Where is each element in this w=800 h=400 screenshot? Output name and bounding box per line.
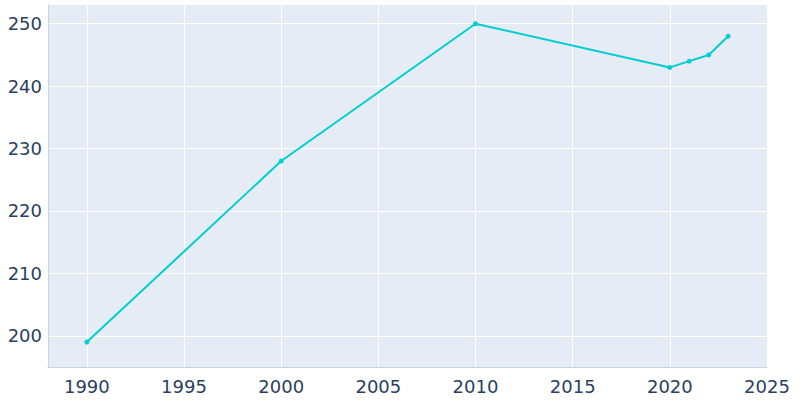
svg-text:200: 200 [8, 325, 42, 346]
svg-text:210: 210 [8, 263, 42, 284]
svg-text:1995: 1995 [161, 376, 207, 397]
svg-text:2010: 2010 [453, 376, 499, 397]
svg-text:2020: 2020 [647, 376, 693, 397]
svg-text:220: 220 [8, 200, 42, 221]
svg-text:240: 240 [8, 76, 42, 97]
svg-text:230: 230 [8, 138, 42, 159]
svg-text:2015: 2015 [550, 376, 596, 397]
svg-text:2005: 2005 [355, 376, 401, 397]
svg-text:2000: 2000 [258, 376, 304, 397]
svg-text:1990: 1990 [64, 376, 110, 397]
svg-text:2025: 2025 [744, 376, 790, 397]
svg-text:250: 250 [8, 13, 42, 34]
